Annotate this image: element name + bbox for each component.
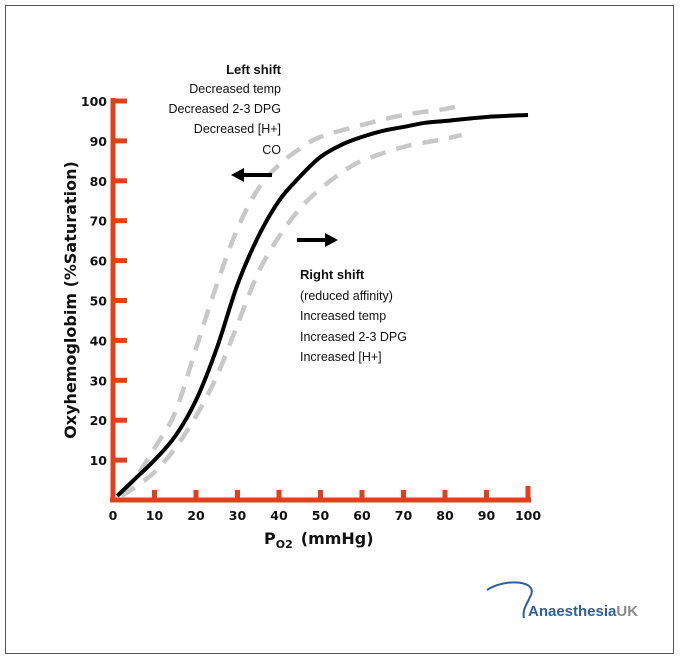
left-shift-line: Decreased temp <box>189 82 281 96</box>
left-shift-annotation: Left shift Decreased temp Decreased 2-3 … <box>168 62 282 182</box>
y-tick-label: 90 <box>90 134 108 149</box>
right-arrow-icon <box>297 233 338 247</box>
y-tick-label: 20 <box>90 413 108 428</box>
y-tick-label: 60 <box>90 254 108 269</box>
x-tick-label: 30 <box>229 508 247 523</box>
x-axis-label: PO2 (mmHg) <box>264 529 374 551</box>
x-tick-label: 0 <box>109 508 118 523</box>
x-tick-label: 60 <box>353 508 371 523</box>
y-tick-label: 30 <box>90 373 108 388</box>
x-tick-label: 20 <box>187 508 205 523</box>
right-shift-title: Right shift <box>300 267 365 282</box>
y-tick-label: 80 <box>90 174 108 189</box>
left-shift-line: Decreased 2-3 DPG <box>168 102 281 116</box>
svg-text:AnaesthesiaUK: AnaesthesiaUK <box>528 603 638 620</box>
y-tick-label: 40 <box>90 333 108 348</box>
y-tick-label: 10 <box>90 453 108 468</box>
left-shift-curve <box>119 102 463 494</box>
right-shift-line: Increased temp <box>300 309 386 323</box>
left-shift-line: Decreased [H+] <box>194 122 281 136</box>
anaesthesia-uk-logo: AnaesthesiaUK <box>486 581 638 620</box>
right-shift-line: (reduced affinity) <box>300 289 393 303</box>
x-tick-label: 100 <box>515 508 541 523</box>
right-shift-curve <box>120 132 463 498</box>
x-tick-label: 50 <box>312 508 330 523</box>
y-tick-label: 50 <box>90 294 108 309</box>
left-shift-title: Left shift <box>226 62 282 77</box>
y-tick-label: 100 <box>81 94 107 109</box>
x-tick-label: 10 <box>146 508 164 523</box>
right-shift-line: Increased [H+] <box>300 350 382 364</box>
y-axis-label: Oxyhemoglobim (%Saturation) <box>61 161 80 439</box>
left-arrow-icon <box>231 168 272 182</box>
x-tick-label: 90 <box>478 508 496 523</box>
right-shift-line: Increased 2-3 DPG <box>300 330 407 344</box>
x-tick-label: 40 <box>270 508 288 523</box>
x-tick-label: 80 <box>436 508 454 523</box>
normal-curve <box>115 112 529 498</box>
image-frame <box>5 5 674 654</box>
x-tick-label: 70 <box>395 508 413 523</box>
left-shift-line: CO <box>262 143 281 157</box>
y-tick-label: 70 <box>90 214 108 229</box>
right-shift-annotation: Right shift (reduced affinity) Increased… <box>297 233 407 364</box>
